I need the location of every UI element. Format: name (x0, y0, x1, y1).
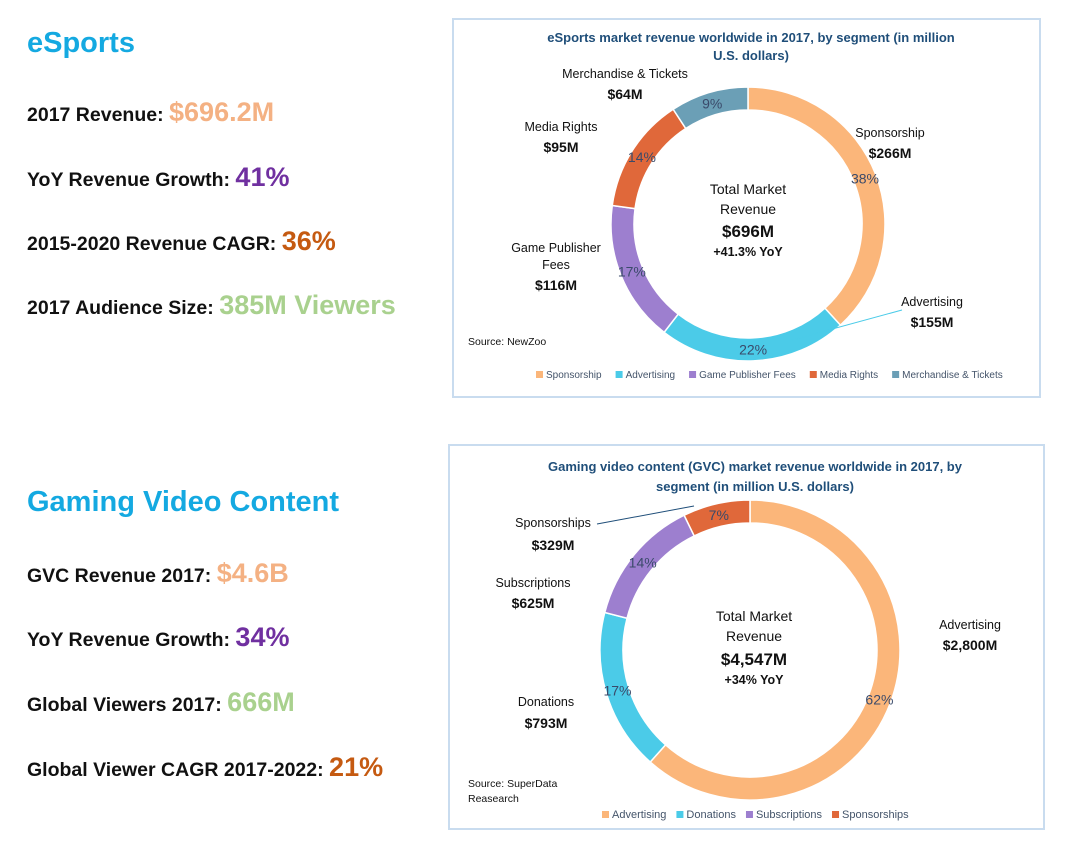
callout-label-game-publisher-fees-1: Game Publisher (511, 241, 601, 255)
center-line2: Revenue (726, 628, 782, 644)
chart-legend: Sponsorship Advertising Game Publisher Fee… (536, 370, 1003, 381)
legend-label-advertising: Advertising (612, 809, 666, 821)
percent-label-merchandise-tickets: 9% (702, 96, 722, 112)
center-line1: Total Market (716, 608, 792, 624)
legend-swatch-merchandise-tickets (892, 371, 900, 378)
legend-label-merchandise-tickets: Merchandise & Tickets (902, 370, 1003, 381)
gvc-donut-chart: Gaming video content (GVC) market revenu… (468, 459, 1001, 821)
legend-label-subscriptions: Subscriptions (756, 809, 823, 821)
legend-swatch-donations (676, 811, 684, 818)
chart-source: Source: NewZoo (468, 336, 546, 348)
percent-label-sponsorships: 7% (709, 507, 729, 523)
callout-value-media-rights: $95M (543, 139, 578, 155)
chart-source-line2: Reasearch (468, 793, 519, 805)
chart-title-line1: Gaming video content (GVC) market revenu… (548, 459, 963, 474)
esports-stat-audience: 2017 Audience Size: 385M Viewers (27, 290, 396, 320)
sponsorships-leader-line (596, 505, 695, 525)
esports-stat-revenue: 2017 Revenue: $696.2M (27, 97, 275, 127)
callout-value-subscriptions: $625M (512, 595, 555, 611)
gvc-stat-viewer-cagr: Global Viewer CAGR 2017-2022: 21% (27, 752, 384, 782)
callout-value-merchandise: $64M (607, 86, 642, 102)
callout-label-merchandise: Merchandise & Tickets (562, 67, 688, 81)
percent-label-media-rights: 14% (628, 149, 656, 165)
gvc-stat-growth: YoY Revenue Growth: 34% (27, 622, 290, 652)
legend-swatch-advertising (615, 371, 623, 378)
legend-swatch-advertising (602, 811, 609, 818)
esports-chart-panel: eSports market revenue worldwide in 2017… (452, 18, 1041, 398)
legend-swatch-sponsorships (832, 811, 840, 818)
advertising-leader-line (791, 309, 903, 341)
percent-label-subscriptions: 14% (629, 554, 657, 570)
legend-swatch-sponsorship (536, 371, 543, 378)
legend-label-sponsorships: Sponsorships (842, 809, 909, 821)
callout-label-donations: Donations (518, 695, 574, 709)
legend-label-sponsorship: Sponsorship (546, 370, 602, 381)
center-growth: +41.3% YoY (713, 245, 783, 259)
gvc-stat-viewers: Global Viewers 2017: 666M (27, 687, 295, 717)
gvc-chart-panel: Gaming video content (GVC) market revenu… (448, 444, 1045, 830)
esports-donut-chart: eSports market revenue worldwide in 2017… (468, 30, 1003, 381)
percent-label-game-publisher-fees: 17% (618, 264, 646, 280)
gvc-heading: Gaming Video Content (27, 486, 340, 518)
callout-label-game-publisher-fees-2: Fees (542, 258, 570, 272)
callout-label-subscriptions: Subscriptions (495, 576, 570, 590)
percent-label-donations: 17% (603, 682, 631, 698)
chart-title-line2: segment (in million U.S. dollars) (656, 479, 854, 494)
legend-label-game-publisher-fees: Game Publisher Fees (699, 370, 796, 381)
callout-label-media-rights: Media Rights (525, 120, 598, 134)
legend-label-media-rights: Media Rights (820, 370, 878, 381)
callout-value-advertising: $2,800M (943, 637, 997, 653)
center-total-value: $696M (722, 222, 774, 241)
percent-label-sponsorship: 38% (851, 171, 879, 187)
percent-label-advertising: 22% (739, 341, 767, 357)
center-line1: Total Market (710, 181, 786, 197)
percent-label-advertising: 62% (865, 691, 893, 707)
chart-title-line1: eSports market revenue worldwide in 2017… (547, 30, 955, 45)
callout-value-sponsorships: $329M (532, 537, 575, 553)
chart-legend: Advertising Donations Subscriptions Sponsor… (602, 809, 909, 821)
donut-slice-sponsorships (683, 499, 751, 537)
legend-swatch-media-rights (809, 371, 817, 378)
callout-label-advertising: Advertising (901, 295, 963, 309)
legend-swatch-game-publisher-fees (689, 371, 697, 378)
center-total-value: $4,547M (721, 650, 787, 669)
legend-label-advertising: Advertising (626, 370, 675, 381)
callout-value-sponsorship: $266M (869, 145, 912, 161)
legend-label-donations: Donations (686, 809, 736, 821)
gvc-stat-revenue: GVC Revenue 2017: $4.6B (27, 558, 289, 588)
callout-label-advertising: Advertising (939, 618, 1001, 632)
chart-title-line2: U.S. dollars) (713, 48, 789, 63)
center-growth: +34% YoY (725, 673, 785, 687)
callout-value-game-publisher-fees: $116M (535, 277, 577, 293)
legend-swatch-subscriptions (745, 811, 753, 818)
callout-label-sponsorship: Sponsorship (855, 126, 925, 140)
donut-slice-merchandise-tickets (672, 86, 749, 130)
callout-label-sponsorships: Sponsorships (515, 516, 591, 530)
callout-value-donations: $793M (525, 715, 568, 731)
callout-value-advertising: $155M (911, 314, 954, 330)
center-line2: Revenue (720, 201, 776, 217)
chart-source-line1: Source: SuperData (468, 778, 557, 790)
esports-heading: eSports (27, 27, 135, 59)
esports-stat-growth: YoY Revenue Growth: 41% (27, 162, 290, 192)
esports-stat-cagr: 2015-2020 Revenue CAGR: 36% (27, 226, 336, 256)
